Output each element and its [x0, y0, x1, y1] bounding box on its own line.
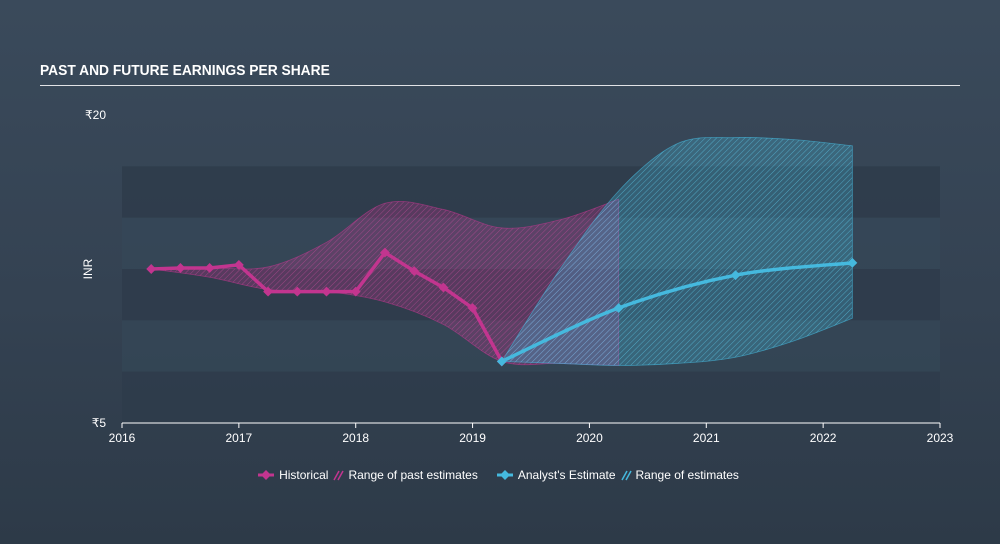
estimate-line — [500, 261, 855, 364]
x-tick-label: 2023 — [927, 431, 954, 445]
estimate-point — [613, 303, 624, 313]
historical-point — [146, 264, 157, 274]
title-divider — [40, 85, 960, 86]
legend-label-historical: Historical — [279, 468, 329, 482]
x-tick-label: 2022 — [810, 431, 837, 445]
historical-point — [175, 263, 186, 273]
historical-point — [409, 266, 420, 277]
historical-point — [204, 263, 215, 273]
axes: 2016 2017 2018 2019 2020 2021 2022 2023 ₹20 ₹5 INR — [81, 108, 954, 445]
legend-label-estimate-range: Range of estimates — [635, 468, 739, 482]
estimate-range-legend-icon — [620, 470, 632, 481]
legend: Historical Range of past estimates Analy… — [0, 468, 1000, 482]
y-tick-label: ₹20 — [85, 108, 106, 122]
estimate-point — [847, 257, 858, 268]
historical-point — [379, 247, 390, 258]
x-tick-label: 2020 — [576, 431, 603, 445]
legend-label-past-range: Range of past estimates — [348, 468, 478, 482]
chart-title: PAST AND FUTURE EARNINGS PER SHARE — [40, 62, 330, 79]
historical-point — [263, 286, 274, 297]
historical-point — [350, 286, 361, 297]
estimate-point — [730, 270, 741, 281]
background-band — [122, 371, 940, 423]
historical-point — [292, 286, 303, 297]
x-tick-label: 2017 — [226, 431, 253, 445]
x-tick-label: 2021 — [693, 431, 720, 445]
estimate-point — [496, 356, 507, 367]
legend-item-past-range[interactable]: Range of past estimates — [332, 468, 478, 482]
legend-item-estimate-range[interactable]: Range of estimates — [620, 468, 739, 482]
legend-item-estimate[interactable]: Analyst's Estimate — [496, 468, 616, 482]
legend-item-historical[interactable]: Historical — [257, 468, 328, 482]
x-tick-label: 2019 — [459, 431, 486, 445]
historical-point — [467, 303, 478, 313]
historical-point — [233, 259, 244, 270]
historical-point — [438, 282, 449, 293]
x-tick-label: 2016 — [109, 431, 136, 445]
x-tick-label: 2018 — [342, 431, 369, 445]
legend-label-estimate: Analyst's Estimate — [517, 468, 616, 482]
y-axis-label: INR — [81, 258, 95, 279]
series-markers — [146, 247, 858, 367]
historical-point — [321, 286, 332, 297]
past-range-legend-icon — [333, 470, 345, 481]
estimate-legend-icon — [496, 470, 513, 480]
future-estimates-range — [501, 137, 853, 366]
y-tick-label: ₹5 — [92, 416, 107, 430]
historical-legend-icon — [258, 470, 275, 480]
range-areas — [151, 137, 853, 366]
